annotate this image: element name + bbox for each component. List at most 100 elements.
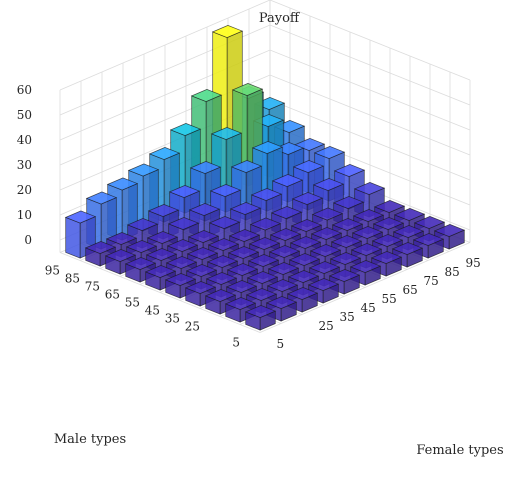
y-tick-label: 5 xyxy=(232,336,240,350)
grid-line xyxy=(59,49,471,141)
bar-top xyxy=(165,256,198,269)
bar-top xyxy=(333,164,366,177)
bar-top xyxy=(206,255,239,268)
bar-top xyxy=(167,217,200,230)
z-tick-label: 60 xyxy=(17,83,32,97)
bar-top xyxy=(332,196,365,209)
x-tick-label: 85 xyxy=(445,265,460,279)
bar-top xyxy=(189,161,222,174)
bar-top xyxy=(288,253,321,266)
bar-top xyxy=(250,188,283,201)
bar-top xyxy=(168,185,201,198)
bar-top xyxy=(289,236,322,249)
y-tick-label: 75 xyxy=(85,280,100,294)
bar-top xyxy=(211,25,244,38)
y-tick-label: 65 xyxy=(105,288,120,302)
bar-top xyxy=(209,184,242,197)
grid-line xyxy=(59,74,471,166)
bars xyxy=(64,25,466,331)
grid-line xyxy=(59,24,471,116)
z-tick-label: 10 xyxy=(17,208,32,222)
bar-top xyxy=(145,248,178,261)
bar-top xyxy=(331,218,364,231)
bar-top xyxy=(230,160,263,173)
bar-top xyxy=(64,210,97,224)
bar-top xyxy=(164,273,197,286)
bar-top xyxy=(127,163,160,177)
y-tick-label: 85 xyxy=(65,272,80,286)
bar-top xyxy=(208,216,241,229)
bar-m25-f5 xyxy=(204,289,237,315)
bar-top xyxy=(244,305,277,318)
bar-top xyxy=(245,288,278,301)
bar-top xyxy=(144,265,177,278)
bar-top xyxy=(292,160,325,173)
grid-line xyxy=(59,0,471,91)
y-tick-label: 35 xyxy=(165,312,180,326)
bar-top xyxy=(328,269,361,282)
bar-top xyxy=(308,261,341,274)
bar-m5-f5 xyxy=(244,305,277,331)
bar-top xyxy=(166,239,199,252)
y-axis-label: Male types xyxy=(54,432,126,447)
bar-top xyxy=(186,247,219,260)
bar-top xyxy=(185,264,218,277)
bar-top xyxy=(228,229,261,242)
bar-top xyxy=(169,123,202,136)
bar-top xyxy=(313,146,346,159)
bar-top xyxy=(231,83,264,96)
bar-top xyxy=(330,235,363,248)
x-tick-label: 45 xyxy=(361,301,376,315)
bar-top xyxy=(351,226,384,239)
bar-top xyxy=(372,217,405,230)
bar-top xyxy=(85,191,118,205)
bar-top xyxy=(391,242,424,255)
bar-top xyxy=(309,244,342,257)
bar-m15-f5 xyxy=(224,297,257,323)
bar-top xyxy=(412,233,445,246)
z-tick-label: 20 xyxy=(17,183,32,197)
bar-top xyxy=(433,224,466,237)
bar-top xyxy=(266,279,299,292)
bar-top xyxy=(225,280,258,293)
bar-top xyxy=(265,296,298,309)
bar-top xyxy=(210,127,243,140)
bar-top xyxy=(249,217,282,231)
chart-title: Payoff xyxy=(259,11,301,26)
bar-top xyxy=(312,178,345,191)
bar-top xyxy=(310,227,343,240)
bar-top xyxy=(370,251,403,264)
y-tick-label: 25 xyxy=(185,320,200,334)
bar-top xyxy=(307,278,340,291)
bar-top xyxy=(311,207,344,221)
z-tick-label: 40 xyxy=(17,133,32,147)
bar-top xyxy=(205,272,238,285)
bar-top xyxy=(373,200,406,213)
bar-top xyxy=(146,231,179,244)
bar-top xyxy=(291,192,324,205)
y-tick-label: 95 xyxy=(45,264,60,278)
bar-top xyxy=(104,249,137,262)
bar-top xyxy=(286,287,319,300)
bar-top xyxy=(187,230,220,243)
bar-top xyxy=(413,216,446,229)
bar-top xyxy=(287,270,320,283)
bar-top xyxy=(392,225,425,238)
bar-top xyxy=(271,174,304,187)
z-tick-label: 0 xyxy=(24,233,32,247)
bar-top xyxy=(126,218,159,231)
bar-top xyxy=(124,257,157,270)
bar-top xyxy=(190,89,223,102)
z-tick-label: 50 xyxy=(17,108,32,122)
x-tick-label: 35 xyxy=(340,310,355,324)
bar-top xyxy=(204,289,237,302)
bar-top xyxy=(269,228,302,241)
bar-top xyxy=(106,177,139,191)
bar-top xyxy=(246,271,279,284)
bar-top xyxy=(329,252,362,265)
bar-top xyxy=(353,182,386,195)
bar-top xyxy=(349,260,382,273)
bar-face xyxy=(65,216,81,259)
bar-top xyxy=(251,141,284,154)
